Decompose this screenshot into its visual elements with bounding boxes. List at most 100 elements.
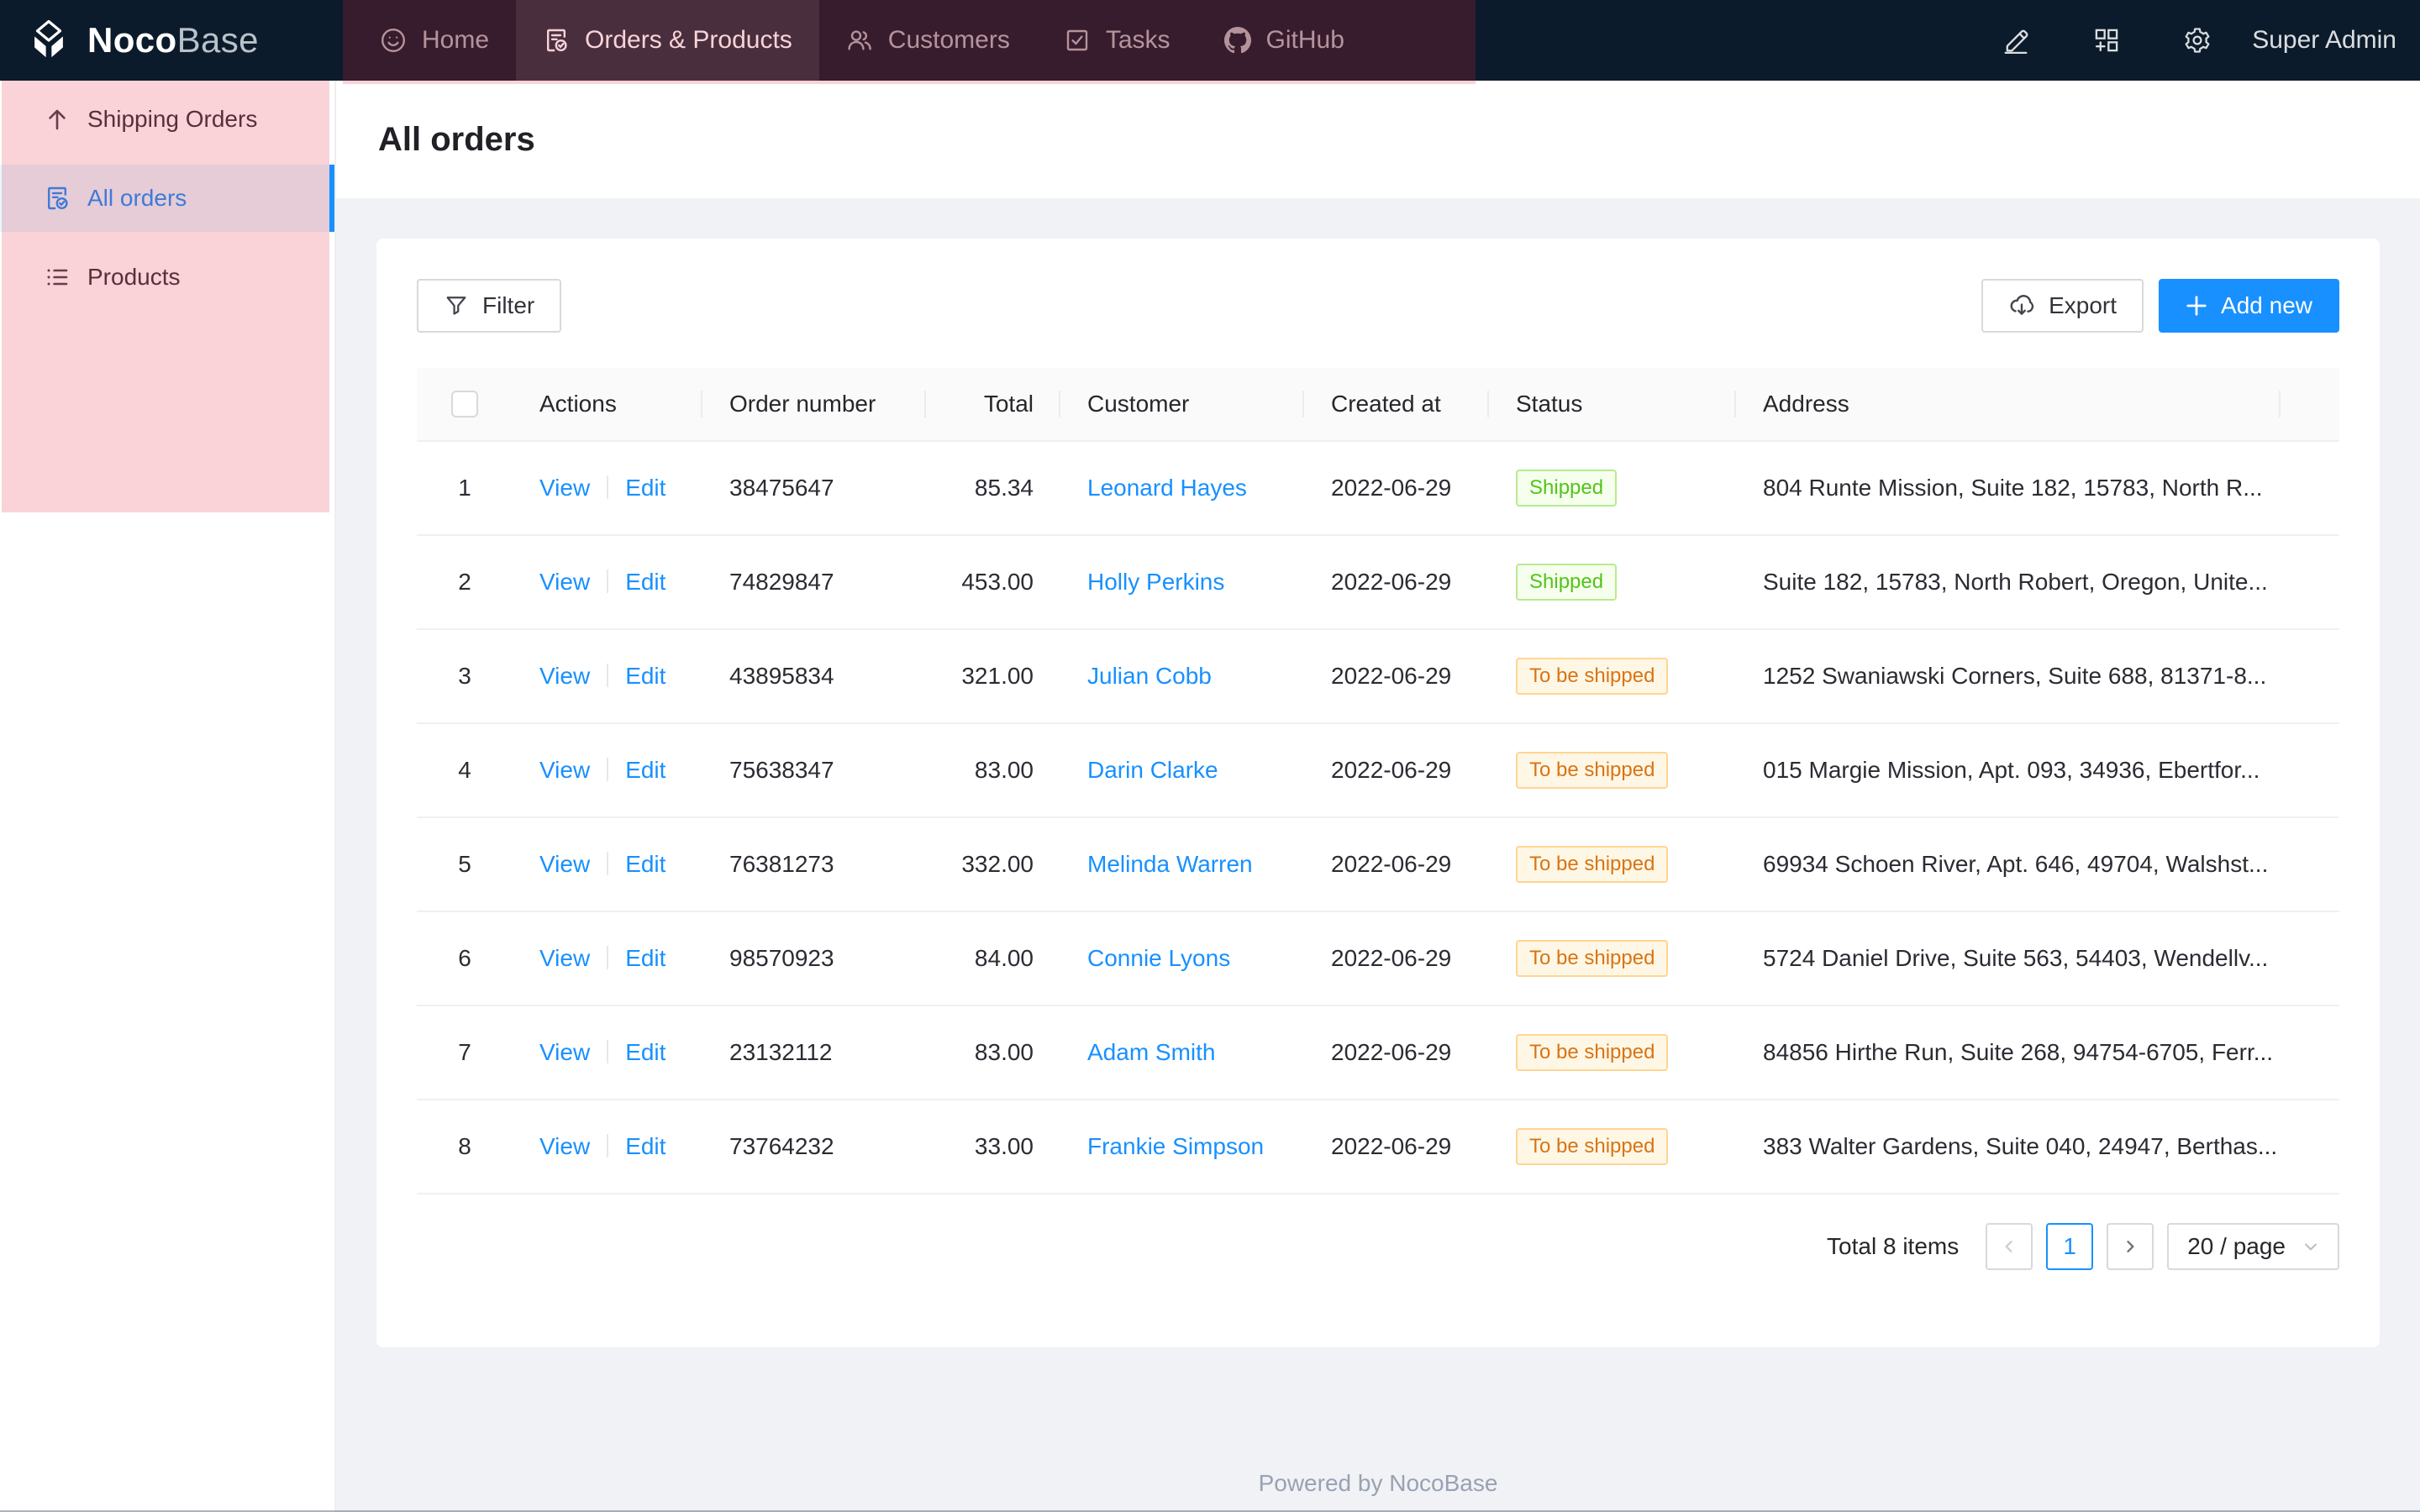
view-link[interactable]: View [539,1133,591,1159]
edit-link[interactable]: Edit [625,945,666,971]
nav-tab-orders-products[interactable]: Orders & Products [516,0,819,81]
customer-link[interactable]: Holly Perkins [1087,569,1225,595]
edit-link[interactable]: Edit [625,1039,666,1065]
action-divider [607,852,609,875]
filter-button-label: Filter [482,292,535,318]
table-row: 7 View Edit 23132112 83.00 Adam Smith 202… [417,1006,2339,1100]
address-cell: 383 Walter Gardens, Suite 040, 24947, Be… [1763,1133,2278,1159]
column-header-created-at: Created at [1304,391,1489,417]
sidebar-item-products[interactable]: Products [0,244,334,311]
powered-by-footer: Powered by NocoBase [1258,1470,1498,1496]
customer-link[interactable]: Adam Smith [1087,1039,1216,1065]
order-number-cell: 43895834 [729,663,834,689]
action-divider [607,946,609,969]
row-index: 7 [458,1039,471,1065]
add-new-button-label: Add new [2221,292,2312,318]
filter-funnel-icon [444,293,469,318]
table-row: 2 View Edit 74829847 453.00 Holly Perkins… [417,536,2339,630]
nav-tab-customers[interactable]: Customers [819,0,1037,81]
view-link[interactable]: View [539,475,591,501]
total-cell: 321.00 [961,663,1034,689]
filter-button[interactable]: Filter [417,279,562,333]
export-button[interactable]: Export [1981,279,2144,333]
page-size-select[interactable]: 20 / page [2167,1223,2339,1270]
view-link[interactable]: View [539,569,591,595]
actions-cell: View Edit [513,475,702,501]
address-cell: 015 Margie Mission, Apt. 093, 34936, Ebe… [1763,757,2260,783]
total-cell: 84.00 [974,945,1034,971]
user-menu[interactable]: Super Admin [2252,26,2396,54]
table-row: 6 View Edit 98570923 84.00 Connie Lyons 2… [417,912,2339,1006]
total-cell: 83.00 [974,757,1034,783]
actions-cell: View Edit [513,945,702,972]
view-link[interactable]: View [539,663,591,689]
view-link[interactable]: View [539,945,591,971]
topbar-icons [2002,26,2212,55]
address-cell: Suite 182, 15783, North Robert, Oregon, … [1763,569,2268,595]
nav-tab-github[interactable]: GitHub [1197,0,1371,81]
customer-link[interactable]: Melinda Warren [1087,851,1253,877]
order-number-cell: 76381273 [729,851,834,877]
row-index: 2 [458,569,471,595]
created-at-cell: 2022-06-29 [1331,851,1452,877]
action-divider [607,570,609,593]
plus-icon [2186,295,2207,317]
highlight-icon[interactable] [2002,26,2030,55]
sidebar-item-label: Shipping Orders [87,106,258,132]
add-new-button[interactable]: Add new [2159,279,2339,333]
view-link[interactable]: View [539,1039,591,1065]
customer-link[interactable]: Leonard Hayes [1087,475,1247,501]
edit-link[interactable]: Edit [625,663,666,689]
pagination-next-button[interactable] [2107,1223,2154,1270]
actions-cell: View Edit [513,569,702,596]
action-divider [607,664,609,687]
edit-link[interactable]: Edit [625,475,666,501]
actions-cell: View Edit [513,851,702,878]
sidebar-item-all-orders[interactable]: All orders [0,165,334,232]
nocobase-logo[interactable]: NocoBase [24,0,259,81]
sidebar-item-shipping-orders[interactable]: Shipping Orders [0,86,334,153]
row-index: 6 [458,945,471,971]
customer-link[interactable]: Darin Clarke [1087,757,1218,783]
edit-link[interactable]: Edit [625,757,666,783]
page-title: All orders [378,120,535,158]
view-link[interactable]: View [539,851,591,877]
pagination: Total 8 items 1 20 / page [417,1223,2339,1270]
table-toolbar: Filter Export [417,279,2339,333]
customer-link[interactable]: Julian Cobb [1087,663,1212,689]
status-badge: Shipped [1516,470,1618,507]
edit-link[interactable]: Edit [625,851,666,877]
window-bottom-edge [0,1510,2420,1512]
nav-tab-home[interactable]: Home [353,0,516,81]
sidebar: Shipping Orders All orders Products [0,81,336,1512]
table-row: 8 View Edit 73764232 33.00 Frankie Simpso… [417,1100,2339,1194]
pagination-total: Total 8 items [1827,1233,1960,1259]
nav-tab-label: GitHub [1265,26,1344,54]
page-size-value: 20 / page [2187,1233,2286,1259]
customer-link[interactable]: Frankie Simpson [1087,1133,1265,1159]
plugin-blocks-icon[interactable] [2092,26,2121,55]
edit-link[interactable]: Edit [625,569,666,595]
actions-cell: View Edit [513,757,702,784]
sidebar-item-label: All orders [87,185,187,211]
pagination-page-1[interactable]: 1 [2046,1223,2094,1270]
created-at-cell: 2022-06-29 [1331,663,1452,689]
file-done-icon [543,27,570,54]
order-number-cell: 73764232 [729,1133,834,1159]
action-divider [607,475,609,499]
select-all-checkbox[interactable] [451,391,478,417]
action-divider [607,758,609,781]
actions-cell: View Edit [513,1133,702,1160]
customer-link[interactable]: Connie Lyons [1087,945,1231,971]
nav-tab-label: Tasks [1105,26,1171,54]
edit-link[interactable]: Edit [625,1133,666,1159]
action-divider [607,1134,609,1158]
nav-tab-tasks[interactable]: Tasks [1037,0,1197,81]
settings-gear-icon[interactable] [2183,26,2212,55]
status-badge: To be shipped [1516,846,1669,883]
view-link[interactable]: View [539,757,591,783]
row-index: 4 [458,757,471,783]
pagination-prev-button[interactable] [1986,1223,2033,1270]
actions-cell: View Edit [513,663,702,690]
